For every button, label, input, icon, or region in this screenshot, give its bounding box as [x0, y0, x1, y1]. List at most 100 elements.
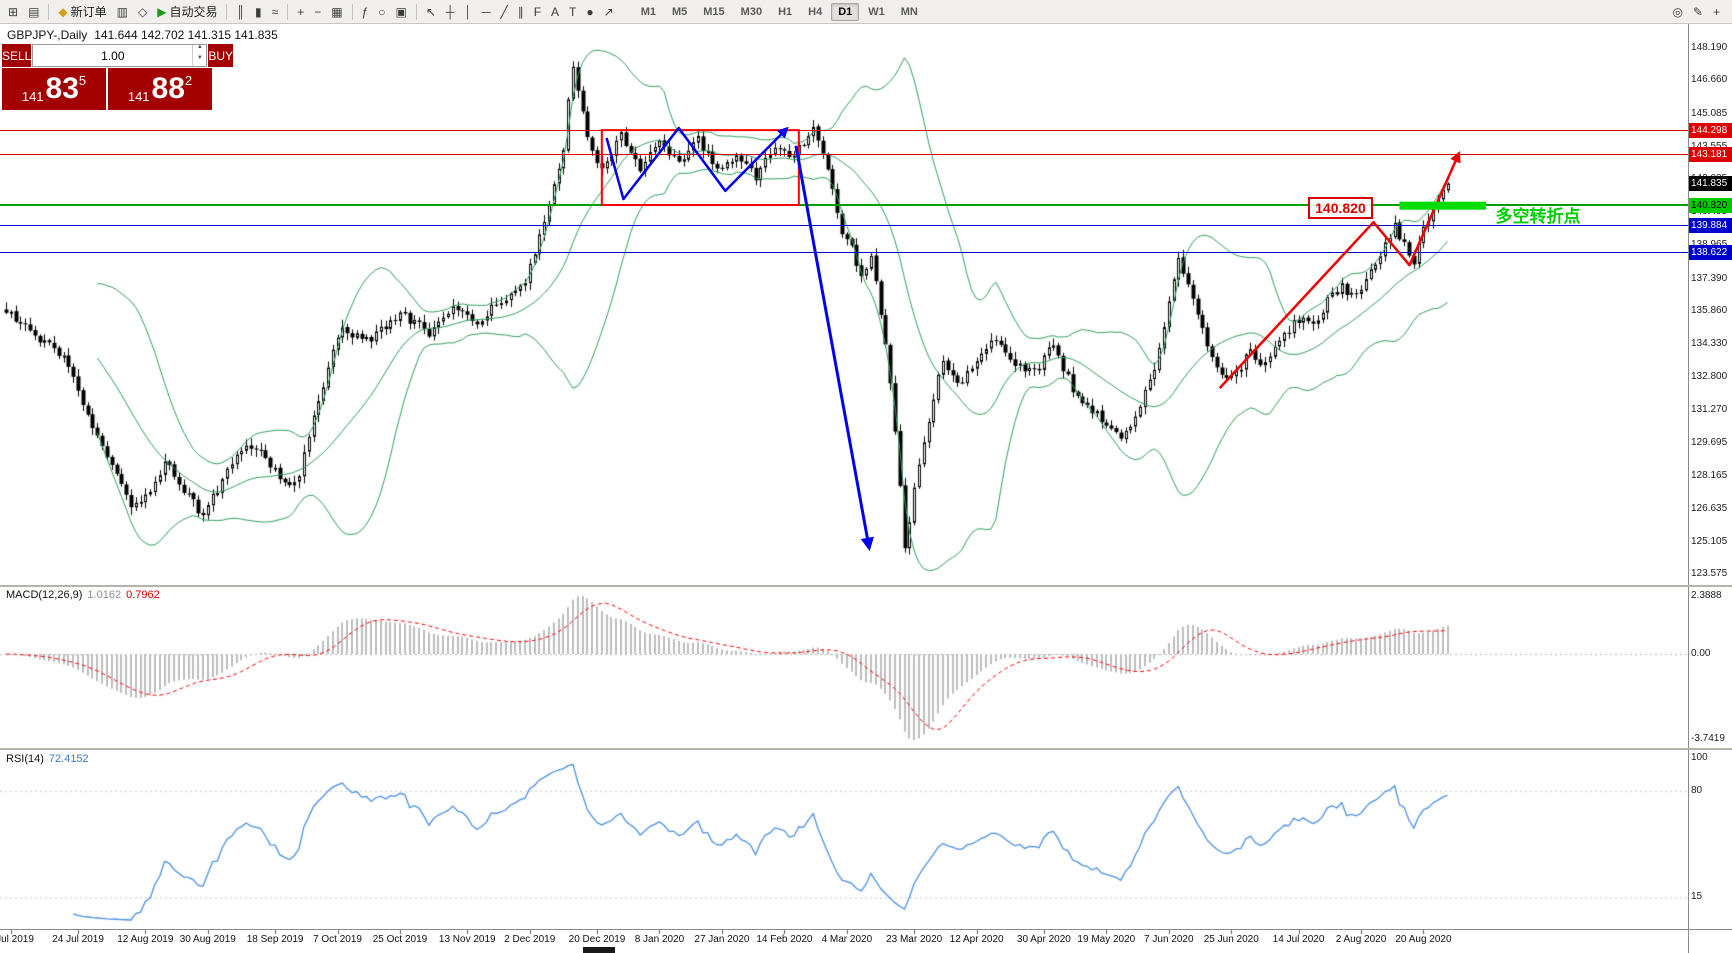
add-icon[interactable]: + [1709, 1, 1724, 23]
price-axis-tick: 126.635 [1691, 502, 1728, 514]
toolbar-separator [415, 3, 417, 20]
chart-profiles-icon[interactable]: ▤ [24, 1, 43, 23]
annotation-price-label[interactable]: 140.820 [1308, 197, 1373, 220]
label-icon[interactable]: T [565, 1, 580, 23]
price-axis-tick: 132.800 [1691, 370, 1728, 382]
tile-windows-icon[interactable]: ▦ [327, 1, 346, 23]
autotrading-button[interactable]: ▶ 自动交易 [153, 1, 221, 23]
toolbar: ⊞ ▤ ◆ 新订单 ▥ ◇ ▶ 自动交易 ║ ▮ ≈ + − ▦ ƒ ○ ▣ ↖ ┼ │ ─ ╱ ∥ F A T ● ↗ M1 M5 M1… [0, 0, 1732, 24]
price-axis-tick: 146.660 [1691, 74, 1728, 86]
volume-increment-icon[interactable]: ▲ [196, 44, 203, 50]
timeframe-m30-button[interactable]: M30 [740, 5, 763, 18]
horizontal-line-icon[interactable]: ─ [478, 1, 495, 23]
buy-button[interactable]: BUY [208, 44, 234, 67]
price-label-143.181: 143.181 [1689, 147, 1732, 163]
fibonacci-icon: F [533, 4, 542, 19]
price-axis-tick: 145.085 [1691, 107, 1728, 119]
timeframe-mn-button[interactable]: MN [900, 5, 918, 18]
periods-icon[interactable]: ○ [374, 1, 389, 23]
autotrading-label: 自动交易 [169, 5, 218, 19]
toolbar-separator [48, 3, 50, 20]
candlestick-chart-icon: ▮ [255, 4, 262, 19]
sell-price-display[interactable]: 141 83 5 [2, 68, 106, 110]
time-axis-separator [0, 929, 1732, 930]
cursor-icon[interactable]: ↖ [422, 1, 440, 23]
timeframe-h1-button[interactable]: H1 [778, 5, 793, 18]
price-axis-tick: 128.165 [1691, 470, 1728, 482]
sell-button[interactable]: SELL [2, 44, 32, 67]
bars-chart-icon: ║ [236, 4, 245, 19]
zoom-in-icon: + [297, 4, 305, 19]
rsi-panel-separator[interactable] [0, 748, 1732, 750]
periods-icon: ○ [378, 4, 386, 19]
macd-panel-separator[interactable] [0, 585, 1732, 587]
search-icon[interactable]: ◎ [1668, 1, 1686, 23]
sell-price-pip: 5 [78, 73, 87, 88]
trendline-icon[interactable]: ╱ [496, 1, 511, 23]
time-axis-label: 30 Aug 2019 [179, 934, 236, 945]
shapes-icon: ● [586, 4, 594, 19]
channel-icon[interactable]: ∥ [514, 1, 528, 23]
trendline-icon: ╱ [500, 4, 508, 19]
time-axis-label: 25 Oct 2019 [372, 934, 428, 945]
time-axis-label: 8 Jan 2020 [634, 934, 685, 945]
annotation-cn-text[interactable]: 多空转折点 [1495, 207, 1581, 227]
time-axis-label: 7 Oct 2019 [313, 934, 362, 945]
indicators-icon[interactable]: ƒ [358, 1, 373, 23]
arrows-icon: ↗ [603, 4, 614, 19]
shapes-icon[interactable]: ● [582, 1, 597, 23]
time-axis-label: 12 Aug 2019 [117, 934, 174, 945]
time-axis-label: 12 Apr 2020 [949, 934, 1004, 945]
terminal-icon[interactable]: ▥ [113, 1, 132, 23]
timeframe-w1-button[interactable]: W1 [868, 5, 885, 18]
line-chart-icon: ≈ [271, 4, 279, 19]
templates-icon[interactable]: ▣ [392, 1, 411, 23]
timeframe-d1-button[interactable]: D1 [831, 2, 860, 21]
candlestick-chart-icon[interactable]: ▮ [251, 1, 266, 23]
macd-signal-value: 0.7962 [126, 589, 160, 601]
volume-decrement-icon[interactable]: ▼ [196, 54, 203, 61]
price-axis-tick: 123.575 [1691, 568, 1728, 580]
vertical-line-icon[interactable]: │ [460, 1, 476, 23]
toolbar-separator [287, 3, 289, 20]
autotrading-icon: ▶ [157, 4, 167, 19]
timeframe-m15-button[interactable]: M15 [703, 5, 725, 18]
time-axis[interactable]: 4 Jul 2019 24 Jul 2019 12 Aug 2019 30 Aug 2… [0, 931, 1688, 953]
arrows-icon[interactable]: ↗ [600, 1, 618, 23]
timeframe-m1-button[interactable]: M1 [640, 5, 656, 18]
templates-icon: ▣ [395, 4, 407, 19]
crosshair-icon[interactable]: ┼ [442, 1, 459, 23]
line-chart-icon[interactable]: ≈ [268, 1, 283, 23]
rsi-indicator-name: RSI(14) [6, 753, 44, 765]
zoom-in-icon[interactable]: + [293, 1, 308, 23]
rsi-indicator-label: RSI(14) 72.4152 [6, 753, 94, 765]
one-click-trading-panel: SELL ▲ ▼ BUY 141 83 5 141 88 2 [2, 44, 234, 110]
volume-input[interactable] [33, 45, 193, 66]
price-label-138.622: 138.622 [1689, 244, 1732, 260]
price-axis-tick: 143.555 [1691, 140, 1728, 152]
new-order-button[interactable]: ◆ 新订单 [54, 1, 110, 23]
text-icon[interactable]: A [547, 1, 563, 23]
buy-price-big: 88 [151, 72, 185, 105]
timeframe-m5-button[interactable]: M5 [671, 5, 688, 18]
price-axis-tick: 137.390 [1691, 272, 1728, 284]
fibonacci-icon[interactable]: F [530, 1, 545, 23]
edit-icon[interactable]: ✎ [1689, 1, 1707, 23]
buy-price-display[interactable]: 141 88 2 [108, 68, 212, 110]
timeframe-h4-button[interactable]: H4 [808, 5, 823, 18]
strategy-tester-icon[interactable]: ◇ [134, 1, 151, 23]
zoom-out-icon[interactable]: − [310, 1, 325, 23]
zoom-out-icon: − [314, 4, 322, 19]
time-axis-label: 23 Mar 2020 [886, 934, 943, 945]
new-chart-icon[interactable]: ⊞ [4, 1, 22, 23]
time-axis-label: 27 Jan 2020 [694, 934, 750, 945]
rsi-scale-max: 100 [1691, 752, 1708, 763]
add-icon: + [1712, 4, 1720, 19]
macd-indicator-label: MACD(12,26,9) 1.0162 0.7962 [6, 589, 165, 601]
price-axis[interactable]: 148.190146.660145.085143.555142.025140.4… [1689, 0, 1732, 953]
time-axis-label: 4 Mar 2020 [821, 934, 873, 945]
price-axis-tick: 148.190 [1691, 41, 1728, 53]
bars-chart-icon[interactable]: ║ [232, 1, 249, 23]
toolbar-right-group: ◎ ✎ + [1667, 0, 1725, 23]
